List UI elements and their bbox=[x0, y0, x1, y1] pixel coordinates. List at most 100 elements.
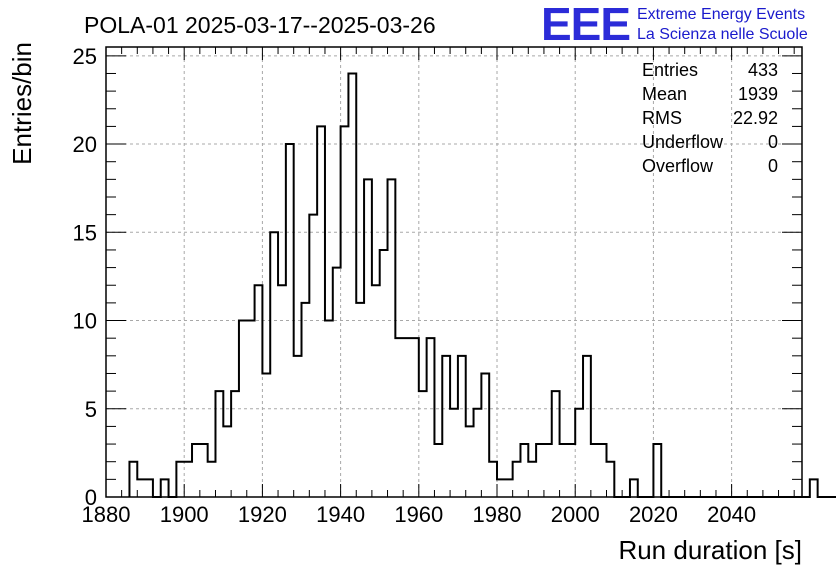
histogram-bin bbox=[161, 479, 169, 497]
y-tick-label: 0 bbox=[85, 485, 97, 510]
histogram-bin bbox=[145, 479, 153, 497]
histogram-bin bbox=[810, 479, 818, 497]
histogram-bin bbox=[294, 356, 302, 497]
x-tick-label: 2020 bbox=[629, 502, 678, 527]
histogram-bin bbox=[278, 285, 286, 497]
histogram-bin bbox=[129, 462, 137, 497]
logo-line-1: Extreme Energy Events bbox=[637, 6, 805, 23]
stats-label: Overflow bbox=[642, 156, 714, 176]
histogram-step-line bbox=[128, 72, 836, 498]
histogram-bin bbox=[474, 409, 482, 497]
histogram-bin bbox=[567, 444, 575, 497]
histogram-bin bbox=[653, 444, 661, 497]
stats-label: Mean bbox=[642, 84, 687, 104]
histogram-bin bbox=[575, 409, 583, 497]
histogram-bin bbox=[520, 444, 528, 497]
stats-box: Entries 433 Mean 1939 RMS 22.92 Underflow 0 Over… bbox=[642, 60, 778, 176]
histogram-bin bbox=[599, 444, 607, 497]
histogram-bin bbox=[364, 179, 372, 497]
histogram-bin bbox=[286, 144, 294, 497]
histogram-bin bbox=[137, 479, 145, 497]
histogram-bin bbox=[450, 409, 458, 497]
x-tick-label: 1900 bbox=[160, 502, 209, 527]
histogram-bin bbox=[302, 303, 310, 497]
y-tick-label: 15 bbox=[73, 220, 97, 245]
stats-value: 0 bbox=[768, 132, 778, 152]
histogram-bin bbox=[309, 215, 317, 497]
x-tick-label: 2040 bbox=[707, 502, 756, 527]
histogram-bin bbox=[528, 462, 536, 497]
stats-label: RMS bbox=[642, 108, 682, 128]
logo-line-2: La Scienza nelle Scuole bbox=[637, 26, 808, 43]
stats-value: 0 bbox=[768, 156, 778, 176]
histogram-bin bbox=[489, 462, 497, 497]
x-axis-title: Run duration [s] bbox=[618, 535, 802, 565]
histogram-bin bbox=[247, 321, 255, 497]
histogram-bin bbox=[380, 250, 388, 497]
stats-value: 433 bbox=[748, 60, 778, 80]
histogram-bins bbox=[129, 73, 836, 497]
histogram-bin bbox=[239, 321, 247, 497]
histogram-bin bbox=[348, 73, 356, 497]
x-tick-label: 2000 bbox=[551, 502, 600, 527]
histogram-bin bbox=[442, 356, 450, 497]
histogram-bin bbox=[372, 285, 380, 497]
histogram-bin bbox=[544, 444, 552, 497]
chart-title: POLA-01 2025-03-17--2025-03-26 bbox=[84, 12, 436, 38]
histogram-bin bbox=[200, 444, 208, 497]
x-tick-label: 1920 bbox=[238, 502, 287, 527]
histogram-bin bbox=[513, 462, 521, 497]
histogram-bin bbox=[208, 462, 216, 497]
stats-value: 22.92 bbox=[733, 108, 778, 128]
histogram-bin bbox=[215, 391, 223, 497]
histogram-bin bbox=[552, 391, 560, 497]
histogram-bin bbox=[560, 444, 568, 497]
histogram-bin bbox=[255, 285, 263, 497]
histogram-bin bbox=[458, 356, 466, 497]
histogram-bin bbox=[270, 232, 278, 497]
histogram-bin bbox=[388, 179, 396, 497]
x-tick-label: 1980 bbox=[473, 502, 522, 527]
y-tick-label: 25 bbox=[73, 44, 97, 69]
y-tick-label: 5 bbox=[85, 397, 97, 422]
histogram-bin bbox=[536, 444, 544, 497]
histogram-bin bbox=[630, 479, 638, 497]
histogram-bin bbox=[192, 444, 200, 497]
x-tick-label: 1940 bbox=[316, 502, 365, 527]
histogram-bin bbox=[434, 444, 442, 497]
histogram-bin bbox=[481, 373, 489, 497]
eee-logo: EEE Extreme Energy Events La Scienza nel… bbox=[541, 0, 808, 50]
y-tick-label: 10 bbox=[73, 309, 97, 334]
logo-mark: EEE bbox=[541, 0, 630, 50]
histogram-bin bbox=[341, 126, 349, 497]
histogram-bin bbox=[505, 479, 513, 497]
histogram-bin bbox=[184, 462, 192, 497]
histogram-bin bbox=[395, 338, 403, 497]
stats-value: 1939 bbox=[738, 84, 778, 104]
plot-frame bbox=[105, 46, 803, 498]
histogram-bin bbox=[223, 426, 231, 497]
x-tick-label: 1880 bbox=[82, 502, 131, 527]
histogram-bin bbox=[325, 321, 333, 497]
histogram-bin bbox=[427, 338, 435, 497]
histogram-bin bbox=[583, 356, 591, 497]
stats-label: Underflow bbox=[642, 132, 724, 152]
histogram-bin bbox=[419, 391, 427, 497]
histogram-bin bbox=[591, 444, 599, 497]
x-tick-label: 1960 bbox=[394, 502, 443, 527]
histogram-bin bbox=[411, 338, 419, 497]
histogram-bin bbox=[176, 462, 184, 497]
y-tick-label: 20 bbox=[73, 132, 97, 157]
stats-label: Entries bbox=[642, 60, 698, 80]
histogram-bin bbox=[262, 373, 270, 497]
histogram-bin bbox=[317, 126, 325, 497]
histogram-bin bbox=[333, 268, 341, 497]
histogram-bin bbox=[403, 338, 411, 497]
histogram-bin bbox=[356, 303, 364, 497]
histogram-bin bbox=[466, 426, 474, 497]
tick-labels: 1880 1900 1920 1940 1960 1980 2000 2020 2040 0 5 10… bbox=[73, 44, 757, 527]
y-axis-title: Entries/bin bbox=[7, 42, 37, 165]
histogram-bin bbox=[231, 391, 239, 497]
histogram-bin bbox=[606, 462, 614, 497]
